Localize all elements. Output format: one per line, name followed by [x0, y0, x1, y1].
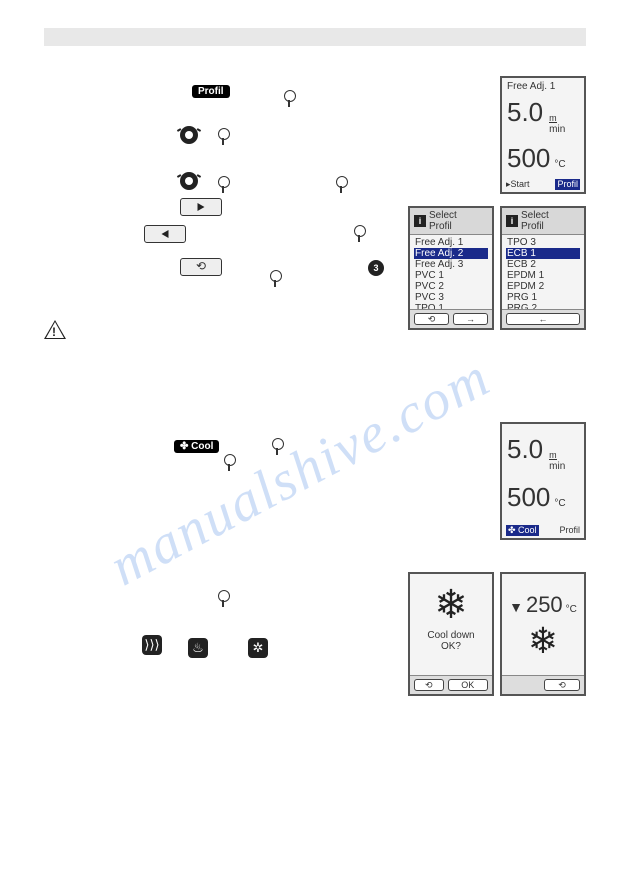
heating-icon: ⟩⟩⟩	[142, 635, 162, 655]
pointer-icon	[282, 90, 296, 108]
info-icon: i	[506, 215, 518, 227]
info-icon: i	[414, 215, 426, 227]
cooling-unit: °C	[566, 604, 577, 615]
pointer-icon	[268, 270, 282, 288]
list-item: Free Adj. 3	[414, 259, 488, 270]
down-triangle-icon: ▼	[509, 599, 523, 615]
footer-profil: Profil	[559, 525, 580, 536]
pointer-icon	[352, 225, 366, 243]
screen-select-right: i Select Profil TPO 3ECB 1ECB 2EPDM 1EPD…	[500, 206, 586, 330]
snowflake-icon: ❄	[502, 620, 584, 662]
speed-value: 5.0	[507, 434, 543, 465]
screen-free-adj: Free Adj. 1 5.0 mmin 500 °C ▸Start Profi…	[500, 76, 586, 194]
temp-unit: °C	[554, 498, 565, 509]
pointer-icon	[334, 176, 348, 194]
screen-running: 5.0 mmin 500 °C ✤ Cool Profil	[500, 422, 586, 540]
screen-cooldown-confirm: ❄ Cool down OK? ⟲ OK	[408, 572, 494, 696]
cooldown-text2: OK?	[410, 641, 492, 652]
list-item: PVC 3	[414, 292, 488, 303]
screen-cooling: ▼ 250 °C ❄ ⟲	[500, 572, 586, 696]
pointer-icon	[270, 438, 284, 456]
list-item: Free Adj. 1	[414, 237, 488, 248]
header-bar	[44, 28, 586, 46]
list-item: TPO 3	[506, 237, 580, 248]
watermark: manualshive.com	[100, 345, 501, 599]
list-item: Free Adj. 2	[414, 248, 488, 259]
list-item: PRG 1	[506, 292, 580, 303]
mini-ok-button[interactable]: OK	[448, 679, 489, 691]
cool-pill: ✤ Cool	[174, 440, 219, 453]
fan-icon: ✲	[248, 638, 268, 658]
footer-profil: Profil	[555, 179, 580, 190]
footer-cool: ✤ Cool	[506, 525, 539, 536]
screen-title: Free Adj. 1	[502, 78, 584, 95]
mini-left-icon: ←	[506, 313, 580, 325]
arrow-right-key-icon	[180, 198, 222, 216]
mini-return-icon: ⟲	[414, 313, 449, 325]
temp-value: 500	[507, 482, 550, 513]
eset-knob-icon	[180, 172, 198, 190]
temp-unit: °C	[554, 159, 565, 170]
speed-unit: mmin	[549, 450, 565, 472]
snowflake-icon: ❄	[410, 574, 492, 628]
pointer-icon	[216, 176, 230, 194]
cooling-temp: 250	[526, 592, 563, 618]
pointer-icon	[222, 454, 236, 472]
list-item: PVC 1	[414, 270, 488, 281]
pointer-icon	[216, 128, 230, 146]
list-item: ECB 2	[506, 259, 580, 270]
mini-right-icon: →	[453, 313, 488, 325]
speed-unit: mmin	[549, 113, 565, 135]
return-key-icon: ⟲	[180, 258, 222, 276]
screen-select-left: i Select Profil Free Adj. 1Free Adj. 2Fr…	[408, 206, 494, 330]
mini-return-icon: ⟲	[414, 679, 444, 691]
list-item: EPDM 2	[506, 281, 580, 292]
list-item: EPDM 1	[506, 270, 580, 281]
wave-icon: ♨	[188, 638, 208, 658]
step-3-badge-icon: 3	[368, 260, 384, 276]
mini-return-icon: ⟲	[544, 679, 580, 691]
select-header: i Select Profil	[410, 208, 492, 235]
temp-value: 500	[507, 143, 550, 174]
pointer-icon	[216, 590, 230, 608]
list-item: PVC 2	[414, 281, 488, 292]
arrow-left-key-icon	[144, 225, 186, 243]
speed-value: 5.0	[507, 97, 543, 128]
cooldown-text1: Cool down	[410, 630, 492, 641]
warning-icon	[44, 320, 66, 339]
list-item: ECB 1	[506, 248, 580, 259]
select-header: i Select Profil	[502, 208, 584, 235]
eset-knob-icon	[180, 126, 198, 144]
profil-pill: Profil	[192, 85, 230, 98]
footer-start: ▸Start	[506, 179, 530, 190]
